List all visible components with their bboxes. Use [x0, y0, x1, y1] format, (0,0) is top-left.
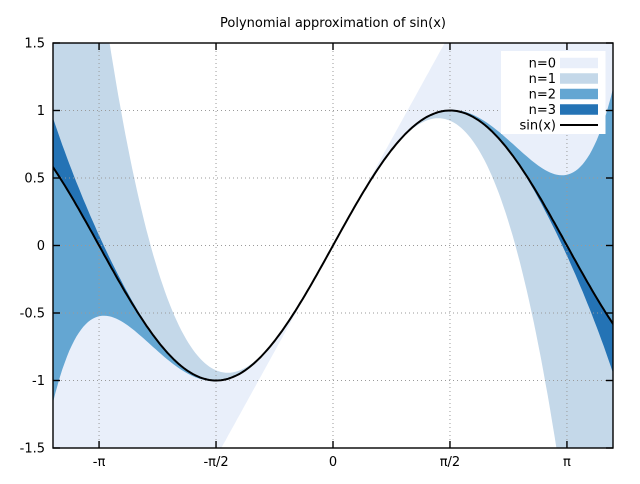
- y-tick-label-1-5: -1.5: [20, 442, 45, 457]
- chart-title: Polynomial approximation of sin(x): [220, 16, 446, 31]
- y-tick-label-1: 1: [37, 104, 45, 119]
- legend-swatch-n-0: [560, 57, 598, 69]
- legend-swatch-n-1: [560, 73, 598, 84]
- y-tick-label-1: -1: [32, 374, 45, 389]
- y-tick-label-1-5: 1.5: [24, 37, 45, 52]
- x-tick-label-: -π: [93, 455, 106, 470]
- ticks: [53, 42, 613, 449]
- y-tick-label-0-5: -0.5: [20, 307, 45, 322]
- tick-labels: -π -π/2 0 π/2 π 1.5 1 0.5 0 -0.5 -1 -1.5: [20, 37, 571, 471]
- legend-label-sin-x: sin(x): [520, 119, 556, 134]
- legend-label-n-2: n=2: [529, 88, 556, 103]
- legend-swatch-n-2: [560, 88, 598, 100]
- legend-label-n-1: n=1: [529, 72, 556, 87]
- plot-area: -π -π/2 0 π/2 π 1.5 1 0.5 0 -0.5 -1 -1.5 n=0n=1n=2n=…: [20, 37, 614, 471]
- x-tick-label-2: -π/2: [203, 455, 228, 470]
- legend-label-n-0: n=0: [529, 57, 556, 72]
- legend-label-n-3: n=3: [529, 103, 556, 118]
- x-tick-label-0: 0: [329, 455, 337, 470]
- x-tick-label-: π: [563, 455, 571, 470]
- line-layer: [53, 109, 613, 382]
- band-n-1: [53, 43, 613, 448]
- sin-line: [53, 109, 613, 382]
- y-tick-label-0-5: 0.5: [24, 172, 45, 187]
- y-tick-label-0: 0: [37, 239, 45, 254]
- legend-swatch-n-3: [560, 104, 598, 115]
- x-tick-label-2: π/2: [440, 455, 460, 470]
